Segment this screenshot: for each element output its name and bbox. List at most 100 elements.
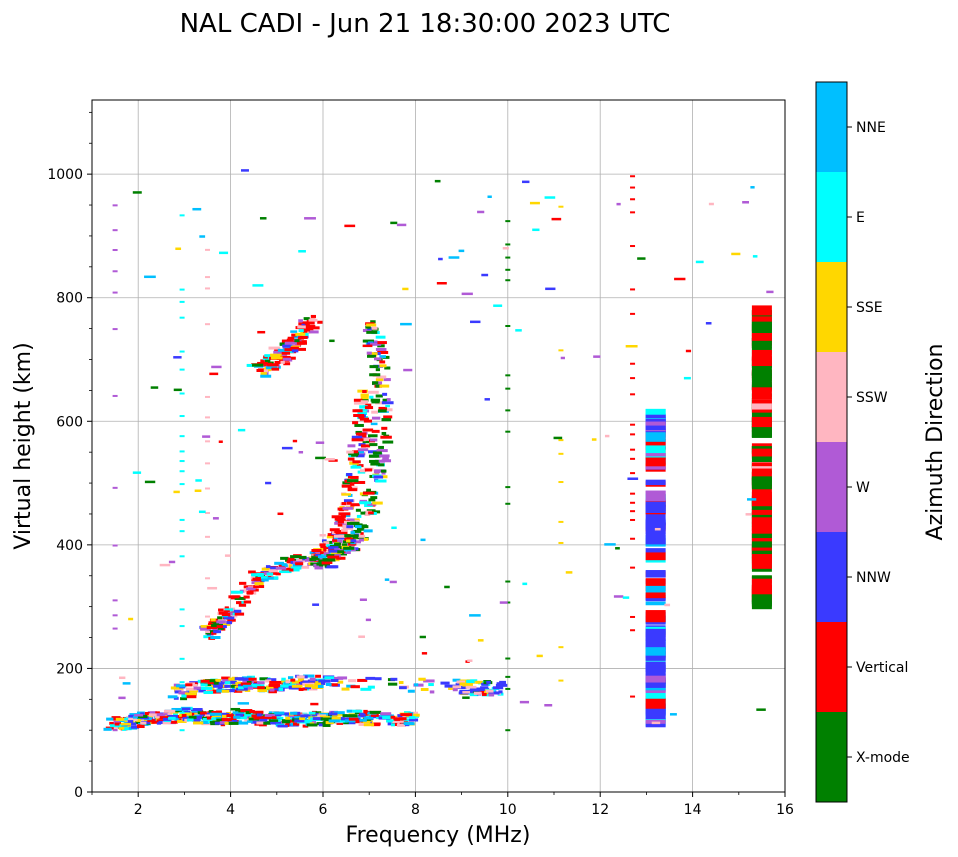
echo-mark [194, 687, 201, 690]
echo-mark [119, 677, 125, 680]
echo-mark [353, 414, 364, 417]
echo-mark [137, 725, 145, 728]
echo-mark [376, 385, 380, 388]
echo-mark [630, 377, 635, 379]
echo-mark [351, 503, 360, 506]
echo-mark [364, 529, 373, 532]
echo-mark [742, 201, 749, 204]
echo-mark [205, 512, 210, 514]
echo-mark [346, 525, 353, 528]
echo-mark [592, 438, 597, 441]
echo-mark [257, 689, 267, 692]
echo-mark [605, 435, 609, 438]
echo-mark [329, 712, 338, 715]
echo-mark [171, 721, 178, 724]
echo-mark [180, 351, 185, 353]
echo-mark [630, 502, 635, 504]
echo-mark [205, 287, 210, 289]
echo-mark [368, 686, 375, 689]
echo-mark [478, 639, 484, 642]
echo-mark [505, 431, 510, 433]
echo-mark [342, 502, 347, 505]
echo-mark [752, 387, 772, 400]
echo-mark [372, 502, 383, 505]
echo-mark [309, 319, 318, 322]
echo-mark [195, 479, 201, 482]
echo-mark [239, 582, 246, 585]
colorbar-tick-label: E [856, 210, 865, 226]
echo-mark [352, 436, 362, 439]
echo-mark [217, 616, 222, 619]
echo-mark [231, 591, 243, 594]
echo-mark [261, 372, 267, 375]
echo-mark [379, 364, 386, 367]
echo-mark [216, 620, 225, 623]
echo-mark [180, 608, 185, 610]
echo-mark [646, 629, 666, 641]
echo-mark [347, 479, 358, 482]
echo-mark [347, 714, 358, 717]
echo-mark [185, 693, 197, 696]
echo-mark [133, 471, 141, 474]
echo-mark [348, 444, 356, 447]
echo-mark [310, 678, 316, 681]
echo-mark [318, 679, 325, 682]
echo-mark [257, 713, 262, 716]
x-axis-label: Frequency (MHz) [346, 823, 531, 848]
echo-mark [363, 345, 373, 348]
echo-mark [376, 368, 380, 371]
echo-mark [400, 713, 412, 716]
echo-mark [630, 538, 635, 540]
echo-mark [233, 716, 240, 719]
echo-mark [646, 426, 666, 430]
echo-mark [378, 446, 384, 449]
echo-mark [180, 519, 185, 521]
echo-mark [372, 430, 380, 433]
echo-mark [752, 365, 772, 376]
echo-mark [382, 716, 392, 719]
echo-mark [428, 683, 434, 686]
echo-mark [752, 403, 772, 409]
echo-mark [293, 568, 299, 571]
echo-mark [752, 333, 772, 341]
echo-mark [343, 507, 354, 510]
echo-mark [113, 614, 118, 616]
echo-mark [752, 538, 772, 541]
echo-mark [311, 315, 316, 318]
echo-mark [367, 352, 372, 355]
echo-mark [670, 713, 677, 716]
echo-mark [406, 722, 414, 725]
echo-mark [201, 683, 208, 686]
echo-mark [378, 463, 384, 466]
echo-mark [752, 305, 772, 315]
echo-mark [310, 703, 318, 706]
echo-mark [280, 557, 288, 560]
echo-mark [370, 496, 377, 499]
echo-mark [664, 604, 670, 607]
echo-mark [348, 679, 356, 682]
echo-mark [270, 689, 275, 692]
echo-mark [329, 719, 341, 722]
echo-mark [352, 460, 360, 463]
echo-mark [140, 722, 146, 725]
echo-mark [187, 718, 194, 721]
echo-mark [752, 586, 772, 594]
echo-mark [213, 685, 223, 688]
echo-mark [630, 175, 635, 177]
echo-mark [180, 393, 185, 395]
echo-mark [225, 554, 231, 557]
x-axis-ticks: 2 4 6 8 10 12 14 16 [92, 792, 794, 818]
echo-mark [646, 453, 666, 456]
echo-mark [370, 711, 381, 714]
echo-mark [277, 725, 287, 728]
echo-mark [505, 486, 510, 488]
echo-mark [747, 498, 756, 501]
echo-mark [180, 460, 185, 462]
echo-mark [366, 324, 376, 327]
echo-mark [444, 586, 450, 589]
echo-mark [204, 691, 214, 694]
echo-mark [257, 681, 265, 684]
echo-mark [318, 555, 326, 558]
echo-mark [374, 357, 381, 360]
echo-mark [360, 598, 367, 601]
